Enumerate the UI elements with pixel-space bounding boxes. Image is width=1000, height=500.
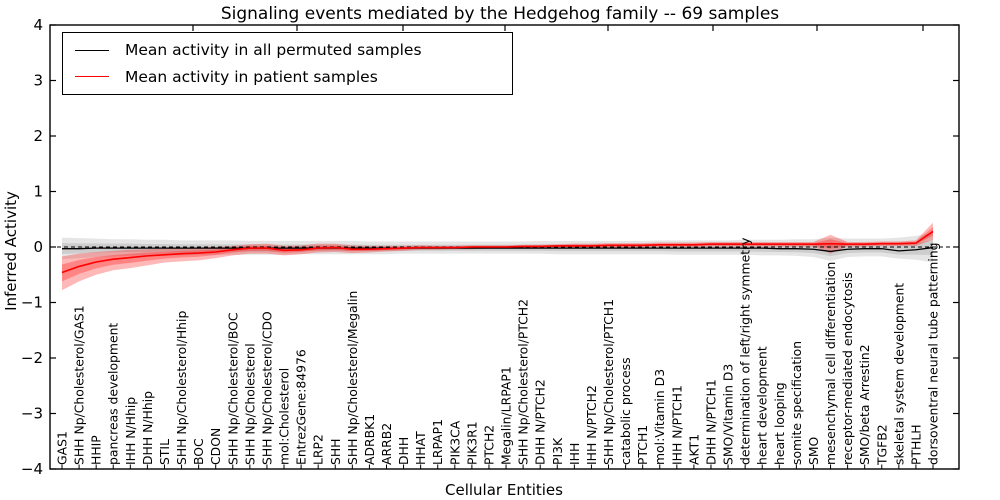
y-tick-label: 2 — [33, 127, 43, 145]
x-tick-label: SMO — [806, 436, 821, 465]
x-tick-label: SHH Np/Cholesterol/BOC — [225, 312, 240, 465]
x-tick-label: PIK3R1 — [464, 421, 479, 465]
legend-item-permuted: Mean activity in all permuted samples — [63, 41, 512, 59]
x-tick-label: IHH N/PTCH1 — [669, 385, 684, 465]
x-tick-label: PTHLH — [908, 424, 923, 465]
x-tick-label: TGFB2 — [874, 424, 889, 466]
legend-label-patient: Mean activity in patient samples — [125, 67, 378, 86]
x-tick-label: PIK3CA — [447, 420, 462, 465]
x-tick-label: determination of left/right symmetry — [738, 238, 753, 466]
x-tick-label: BOC — [191, 438, 206, 465]
x-tick-label: GAS1 — [55, 431, 70, 465]
patient-line-swatch — [75, 76, 109, 78]
plot-frame — [49, 24, 960, 470]
y-tick-label: −3 — [21, 405, 43, 423]
x-tick-label: IHH N/Hhip — [123, 397, 138, 465]
x-tick-label: SHH Np/Cholesterol/Megalin — [345, 291, 360, 465]
x-tick-label: CDON — [208, 428, 223, 465]
x-tick-label: EntrezGene:84976 — [294, 349, 309, 465]
x-tick-label: ADRBK1 — [362, 414, 377, 465]
y-tick-label: −2 — [21, 349, 43, 367]
x-tick-label: SHH Np/Cholesterol/CDO — [259, 311, 274, 465]
x-tick-label: DHH — [396, 437, 411, 465]
x-tick-label: HHAT — [413, 431, 428, 465]
x-tick-label: receptor-mediated endocytosis — [840, 272, 855, 465]
x-tick-label: DHH N/PTCH1 — [703, 379, 718, 465]
x-tick-label: SHH — [328, 439, 343, 466]
x-tick-label: Megalin/LRPAP1 — [499, 366, 514, 465]
x-tick-label: SHH Np/Cholesterol/Hhip — [174, 311, 189, 465]
x-tick-label: mol:Vitamin D3 — [652, 369, 667, 465]
x-axis-label: Cellular Entities — [445, 481, 563, 499]
y-tick-label: 4 — [33, 16, 43, 34]
patient-mean-line — [61, 230, 934, 274]
x-tick-label: pancreas development — [106, 323, 121, 465]
x-tick-label: SMO/Vitamin D3 — [721, 364, 736, 465]
legend-item-patient: Mean activity in patient samples — [63, 68, 512, 86]
x-tick-label: catabolic process — [618, 357, 633, 465]
x-tick-label: PTCH2 — [481, 425, 496, 465]
permuted-mean-line — [62, 246, 934, 253]
y-axis-label: Inferred Activity — [2, 191, 20, 311]
x-tick-label: DHH N/Hhip — [140, 391, 155, 465]
x-tick-label: ARRB2 — [379, 423, 394, 465]
x-tick-label: SHH Np/Cholesterol/GAS1 — [72, 305, 87, 465]
x-tick-label: dorsoventral neural tube patterning — [926, 242, 941, 465]
x-tick-label: HHIP — [89, 435, 104, 465]
x-tick-label: heart looping — [772, 382, 787, 465]
x-tick-label: heart development — [755, 346, 770, 465]
x-tick-label: LRP2 — [311, 434, 326, 465]
x-tick-label: LRPAP1 — [430, 419, 445, 465]
x-tick-label: mol:Cholesterol — [277, 368, 292, 465]
x-tick-label: SMO/beta Arrestin2 — [857, 344, 872, 465]
y-tick-label: 0 — [33, 238, 43, 256]
x-tick-label: PI3K — [550, 437, 565, 465]
y-tick-label: 3 — [33, 72, 43, 90]
x-tick-label: mesenchymal cell differentiation — [823, 262, 838, 465]
x-tick-label: PTCH1 — [635, 425, 650, 465]
x-tick-label: IHH — [567, 443, 582, 465]
y-tick-label: −4 — [21, 460, 43, 478]
chart-title: Signaling events mediated by the Hedgeho… — [220, 4, 780, 24]
x-tick-label: SHH Np/Cholesterol/PTCH2 — [516, 299, 531, 465]
x-tick-label: DHH N/PTCH2 — [533, 379, 548, 465]
x-tick-label: somite specification — [789, 341, 804, 465]
x-tick-label: SHH Np/Cholesterol — [242, 343, 257, 465]
x-tick-label: IHH N/PTCH2 — [584, 385, 599, 465]
permuted-line-swatch — [75, 49, 109, 51]
x-tick-label: skeletal system development — [891, 283, 906, 465]
x-tick-label: AKT1 — [686, 434, 701, 465]
x-tick-label: STIL — [157, 439, 172, 465]
legend: Mean activity in all permuted samples Me… — [62, 32, 513, 95]
legend-label-permuted: Mean activity in all permuted samples — [125, 41, 422, 60]
x-tick-label: SHH Np/Cholesterol/PTCH1 — [601, 299, 616, 465]
y-tick-label: 1 — [33, 183, 43, 201]
y-tick-label: −1 — [21, 294, 43, 312]
